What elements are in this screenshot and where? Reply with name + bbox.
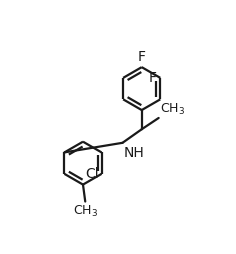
Text: CH$_3$: CH$_3$ <box>73 204 98 219</box>
Text: CH$_3$: CH$_3$ <box>160 102 185 117</box>
Text: Cl: Cl <box>85 167 99 181</box>
Text: F: F <box>138 50 146 64</box>
Text: F: F <box>149 71 157 85</box>
Text: NH: NH <box>124 146 144 160</box>
